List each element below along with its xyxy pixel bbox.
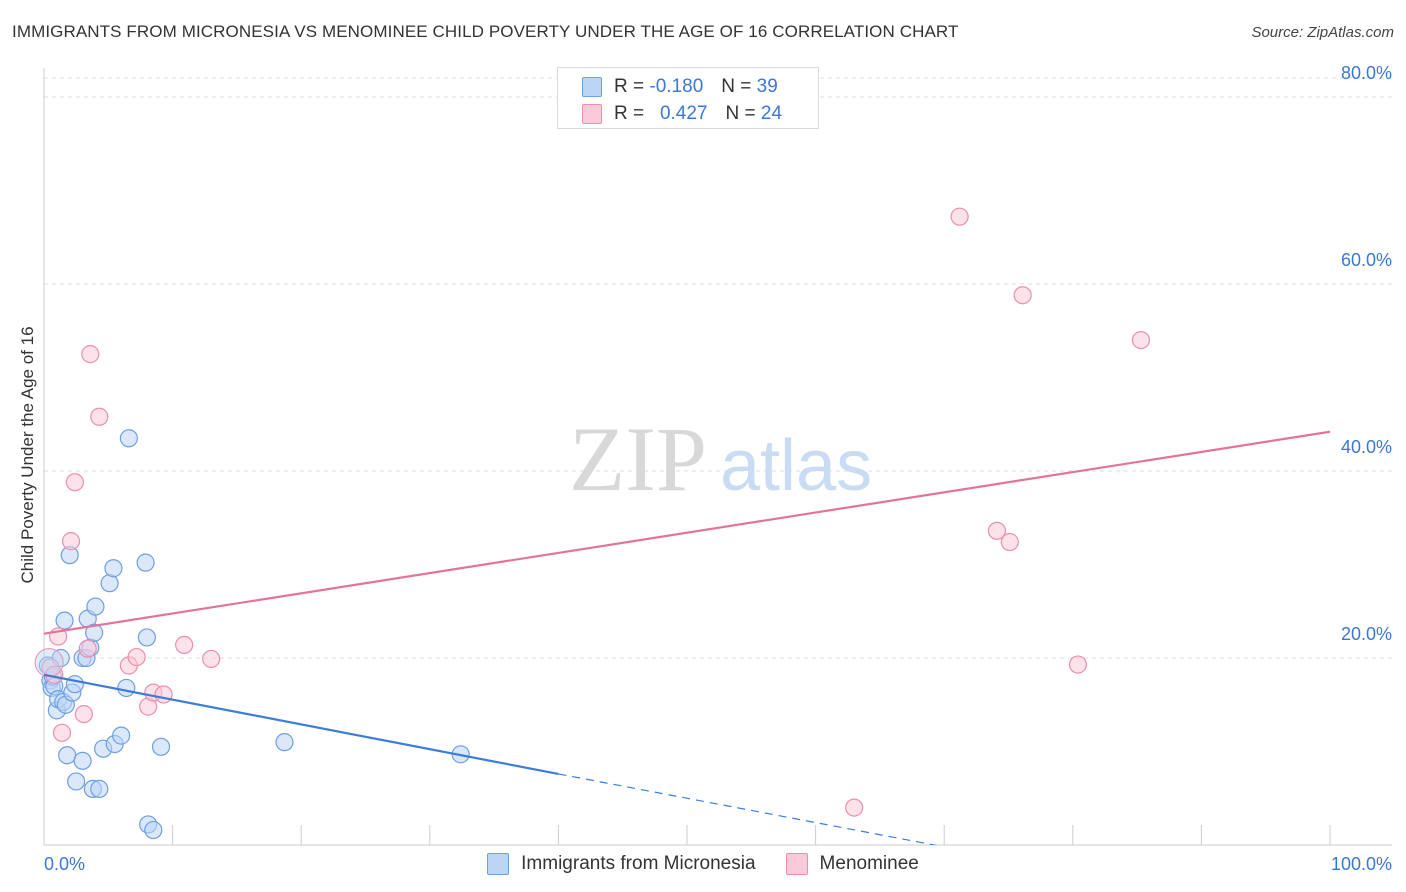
trendline-micronesia-extension <box>558 773 938 845</box>
swatch-micronesia <box>582 77 602 97</box>
watermark-atlas: atlas <box>720 426 872 506</box>
point-micronesia <box>55 611 74 630</box>
point-menominee <box>175 635 194 655</box>
series-legend: Immigrants from Micronesia Menominee <box>0 851 1406 877</box>
trendline-menominee <box>43 430 1331 635</box>
point-menominee <box>1131 331 1151 350</box>
point-micronesia <box>85 623 104 642</box>
x-tick-label: 100.0% <box>1331 854 1392 874</box>
point-micronesia <box>144 820 163 840</box>
y-axis-title: Child Poverty Under the Age of 16 <box>18 326 37 583</box>
point-micronesia <box>100 574 119 593</box>
correlation-legend: R = -0.180 N = 39 R = 0.427 N = 24 <box>557 67 819 129</box>
point-menominee <box>90 407 109 426</box>
point-menominee <box>1068 655 1088 674</box>
point-micronesia <box>58 746 77 765</box>
r-label: R = <box>614 103 645 124</box>
x-tick-label: 0.0% <box>44 854 85 874</box>
point-menominee <box>154 685 173 704</box>
legend-item-micronesia: Immigrants from Micronesia <box>487 853 756 875</box>
point-menominee <box>78 639 97 658</box>
y-tick-label: 60.0% <box>1341 250 1392 270</box>
point-menominee <box>1013 286 1032 305</box>
point-micronesia <box>112 726 131 745</box>
point-menominee <box>74 704 93 724</box>
point-menominee <box>127 647 146 667</box>
point-menominee <box>987 521 1007 540</box>
r-value: -0.180 <box>649 76 704 97</box>
point-menominee <box>950 207 969 226</box>
point-menominee <box>61 532 81 551</box>
point-micronesia <box>90 779 109 799</box>
legend-item-menominee: Menominee <box>785 853 919 875</box>
watermark: ZIP atlas <box>569 408 872 510</box>
point-micronesia <box>119 429 138 448</box>
point-micronesia <box>86 597 105 616</box>
point-menominee <box>845 798 864 817</box>
point-micronesia <box>73 751 92 770</box>
point-micronesia <box>104 559 123 578</box>
point-menominee <box>81 345 100 364</box>
point-micronesia <box>275 733 294 752</box>
chart-title: IMMIGRANTS FROM MICRONESIA VS MENOMINEE … <box>12 22 959 41</box>
point-micronesia <box>65 675 84 694</box>
legend-label: Immigrants from Micronesia <box>521 853 756 874</box>
point-micronesia <box>136 553 155 572</box>
legend-row-menominee: R = 0.427 N = 24 <box>582 101 782 127</box>
y-tick-label: 20.0% <box>1341 624 1392 644</box>
axis-layer <box>43 68 1392 846</box>
n-value: 39 <box>756 76 778 97</box>
point-menominee <box>65 473 84 492</box>
trend-layer <box>43 430 1331 845</box>
point-menominee <box>52 723 72 742</box>
swatch-menominee <box>582 104 602 124</box>
point-menominee <box>202 649 221 669</box>
point-micronesia <box>117 678 136 698</box>
y-tick-label: 40.0% <box>1341 437 1392 457</box>
label-layer: 20.0% 40.0% 60.0% 80.0% 0.0% 100.0% Child Pove… <box>18 63 1392 874</box>
legend-label: Menominee <box>819 853 919 874</box>
trendline-micronesia <box>43 673 559 776</box>
swatch-menominee <box>785 853 808 875</box>
point-menominee <box>1000 532 1019 552</box>
legend-row-micronesia: R = -0.180 N = 39 <box>582 74 778 100</box>
y-tick-label: 80.0% <box>1341 63 1392 83</box>
watermark-zip: ZIP <box>569 408 707 510</box>
point-micronesia <box>151 737 171 756</box>
point-cluster <box>34 648 64 678</box>
source-label: Source: ZipAtlas.com <box>1251 24 1394 41</box>
r-label: R = <box>614 76 645 97</box>
n-label: N = <box>721 76 752 97</box>
points-layer <box>34 207 1151 840</box>
n-label: N = <box>725 103 756 124</box>
point-micronesia <box>67 772 86 791</box>
swatch-micronesia <box>487 853 510 875</box>
point-micronesia <box>137 628 156 647</box>
grid-layer <box>44 77 1392 659</box>
r-value: 0.427 <box>659 103 708 124</box>
n-value: 24 <box>760 103 783 124</box>
